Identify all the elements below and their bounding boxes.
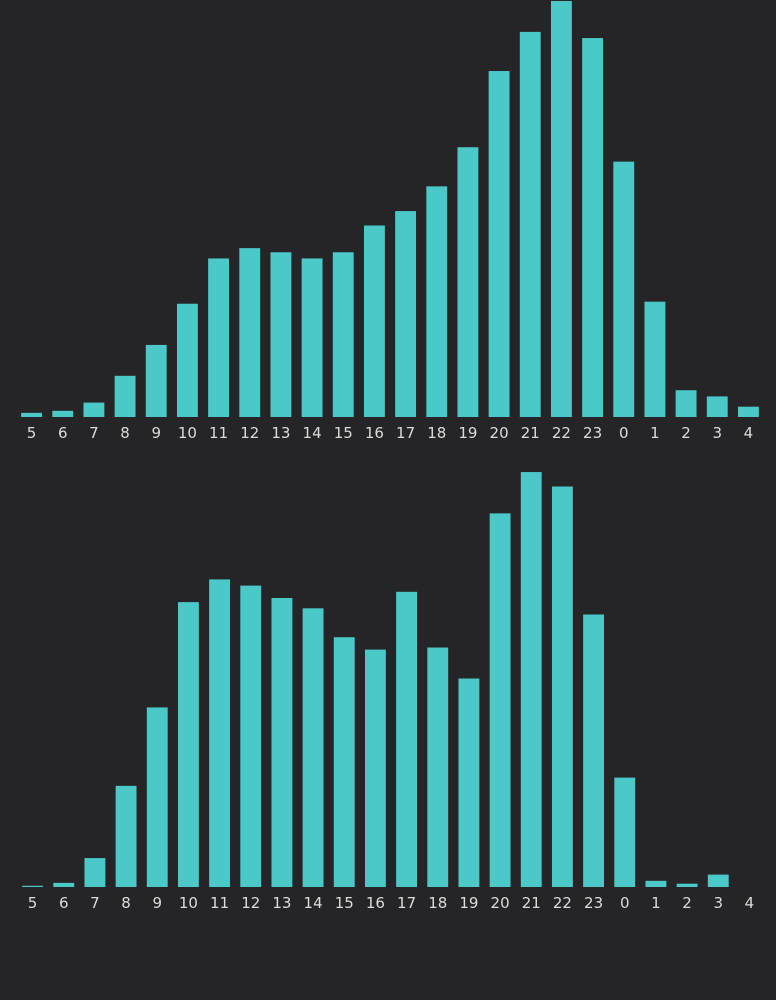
bar-7	[83, 402, 105, 417]
x-tick-label: 5	[27, 424, 37, 442]
bar-6	[52, 410, 74, 417]
x-tick-label: 23	[584, 894, 603, 912]
bar-16	[364, 649, 386, 887]
x-tick-label: 0	[620, 894, 630, 912]
bar-6	[53, 882, 75, 887]
bar-10	[177, 602, 199, 887]
x-tick-label: 14	[303, 424, 322, 442]
bar-15	[333, 637, 355, 887]
x-tick-label: 3	[713, 894, 723, 912]
x-tick-label: 14	[304, 894, 323, 912]
bar-7	[84, 858, 106, 887]
bar-0	[613, 161, 635, 417]
x-tick-label: 15	[335, 894, 354, 912]
x-tick-label: 10	[178, 424, 197, 442]
x-tick-label: 8	[120, 424, 130, 442]
x-tick-label: 9	[152, 894, 162, 912]
bar-17	[396, 591, 418, 887]
x-tick-label: 0	[619, 424, 629, 442]
bar-2	[676, 883, 698, 887]
x-tick-label: 18	[427, 424, 446, 442]
x-tick-label: 1	[650, 424, 660, 442]
bar-8	[115, 785, 137, 887]
x-tick-label: 12	[240, 424, 259, 442]
bar-11	[209, 579, 231, 887]
x-tick-label: 9	[151, 424, 161, 442]
x-tick-label: 8	[121, 894, 131, 912]
bar-11	[208, 258, 230, 417]
bar-9	[146, 707, 168, 887]
bar-8	[114, 375, 136, 417]
x-tick-label: 18	[428, 894, 447, 912]
x-tick-label: 11	[210, 894, 229, 912]
bar-20	[489, 513, 511, 887]
bar-0	[614, 777, 636, 887]
bar-13	[271, 597, 293, 887]
x-tick-label: 4	[744, 424, 754, 442]
x-tick-label: 12	[241, 894, 260, 912]
lower-bar-chart: 5 6 7 8 9 10 11 12 13 14 15 16 17 18 19 20 21 22 23 0 1 2 3 4	[22, 472, 754, 912]
bar-17	[395, 211, 417, 417]
x-tick-label: 17	[396, 424, 415, 442]
upper-bar-chart: 5 6 7 8 9 10 11 12 13 14 15 16 17 18 19 20 21 22 23 0 1 2 3 4	[21, 1, 759, 442]
x-tick-label: 13	[271, 424, 290, 442]
x-tick-label: 1	[651, 894, 661, 912]
bar-16	[363, 225, 385, 417]
x-tick-label: 10	[179, 894, 198, 912]
bar-15	[332, 252, 354, 417]
x-tick-label: 11	[209, 424, 228, 442]
bar-3	[707, 874, 729, 887]
bar-5	[21, 412, 43, 417]
x-tick-label: 15	[334, 424, 353, 442]
bar-18	[426, 186, 448, 417]
x-tick-label: 6	[58, 424, 68, 442]
x-tick-label: 7	[89, 424, 99, 442]
bar-14	[302, 608, 324, 887]
x-tick-label: 23	[583, 424, 602, 442]
bar-22	[551, 486, 573, 887]
x-tick-label: 6	[59, 894, 69, 912]
x-tick-label: 4	[745, 894, 755, 912]
x-tick-label: 20	[490, 424, 509, 442]
x-tick-label: 22	[552, 424, 571, 442]
x-tick-label: 7	[90, 894, 100, 912]
bar-5	[22, 885, 44, 887]
bar-21	[520, 472, 542, 887]
x-tick-label: 21	[522, 894, 541, 912]
bar-19	[458, 678, 480, 887]
x-tick-label: 22	[553, 894, 572, 912]
x-tick-label: 19	[458, 424, 477, 442]
x-tick-label: 16	[366, 894, 385, 912]
bar-12	[239, 248, 261, 417]
x-tick-label: 2	[682, 894, 692, 912]
bar-1	[644, 301, 666, 417]
bar-9	[145, 344, 167, 417]
x-tick-label: 20	[491, 894, 510, 912]
x-tick-label: 3	[712, 424, 722, 442]
bar-2	[675, 390, 697, 417]
x-tick-label: 17	[397, 894, 416, 912]
x-tick-label: 5	[28, 894, 38, 912]
bar-22	[550, 1, 572, 417]
bar-23	[582, 38, 604, 417]
bar-21	[519, 31, 541, 417]
x-tick-label: 16	[365, 424, 384, 442]
bar-20	[488, 71, 510, 418]
bar-4	[737, 406, 759, 417]
bar-1	[645, 880, 667, 887]
bar-14	[301, 258, 323, 417]
bar-13	[270, 252, 292, 417]
x-tick-label: 2	[681, 424, 691, 442]
bar-18	[427, 647, 449, 887]
bar-3	[706, 396, 728, 417]
x-tick-label: 13	[272, 894, 291, 912]
bar-19	[457, 147, 479, 417]
x-tick-label: 21	[521, 424, 540, 442]
bar-23	[583, 614, 605, 887]
bar-12	[240, 585, 262, 887]
bar-10	[176, 303, 198, 417]
x-tick-label: 19	[459, 894, 478, 912]
